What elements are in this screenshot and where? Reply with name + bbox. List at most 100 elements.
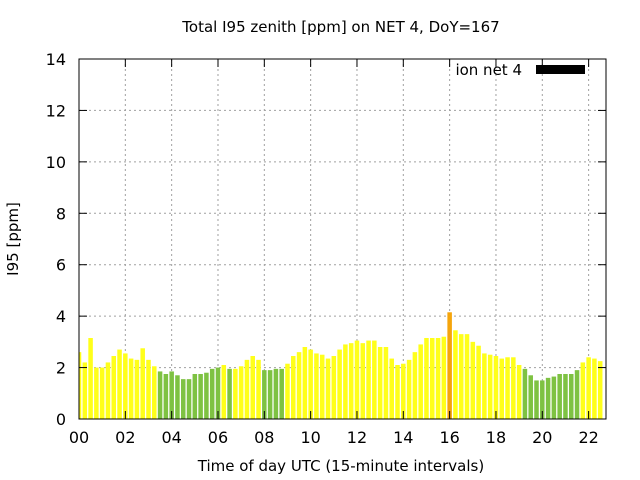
bar [88,338,93,419]
x-tick-label: 00 [69,428,89,447]
x-tick-label: 22 [578,428,598,447]
bar [146,359,151,419]
bar [412,352,418,419]
x-tick-label: 10 [300,428,320,447]
bar [99,367,105,419]
bar [360,343,366,419]
bar [389,358,394,419]
bar [377,347,383,419]
bar [250,356,255,419]
bar [372,340,377,419]
bar [493,356,499,419]
bar [406,359,412,419]
bar [574,370,580,419]
x-tick-label: 16 [439,428,459,447]
bar [453,330,458,419]
bar [262,370,267,419]
bar [186,379,192,419]
bar [180,379,186,419]
bar [482,353,487,419]
bar [511,357,516,419]
grid-lines [79,59,606,419]
x-tick-label: 06 [208,428,228,447]
bar [418,344,423,419]
y-tick-label: 0 [56,410,66,429]
y-tick-label: 12 [46,101,66,120]
bar [302,347,308,419]
y-tick-label: 10 [46,153,66,172]
bar [435,338,441,419]
bar [430,338,435,419]
bar [82,362,88,419]
y-tick-label: 8 [56,204,66,223]
bar [279,368,284,419]
bar [586,357,591,419]
bar [568,374,574,419]
bar [325,358,331,419]
bar [233,368,238,419]
bar [192,374,198,419]
bar [267,370,273,419]
x-tick-label: 18 [486,428,506,447]
bar [105,362,111,419]
bar [291,356,296,419]
y-tick-label: 6 [56,256,66,275]
x-tick-label: 02 [115,428,135,447]
bar [273,368,279,419]
bar [487,354,493,419]
bar [348,343,354,419]
bar [337,349,342,419]
bar [94,367,99,419]
bar [209,368,215,419]
legend-swatch [536,65,585,74]
x-tick-labels: 00 02 04 06 08 10 12 14 16 18 20 22 [69,428,599,447]
bar [244,359,250,419]
bar [540,380,545,419]
x-tick-label: 14 [393,428,413,447]
bar [123,353,128,419]
bar [505,357,510,419]
bar [343,344,348,419]
bar [557,374,562,419]
bar [296,352,302,419]
bar [395,365,400,419]
bar [198,374,203,419]
bar [140,348,145,419]
legend: ion net 4 [455,61,585,79]
bar [221,365,227,419]
bar [516,365,522,419]
bar [117,349,122,419]
bar [464,334,470,419]
bar [470,341,476,419]
bar [79,352,82,419]
bar [331,356,337,419]
bar [319,354,325,419]
bar [314,353,319,419]
bar [163,374,169,419]
x-tick-label: 08 [254,428,274,447]
y-tick-label: 14 [46,50,66,69]
y-tick-labels: 0 2 4 6 8 10 12 14 [46,50,66,429]
bar [238,366,244,419]
bar [152,366,157,419]
bar [134,359,140,419]
bar [227,368,232,419]
plot-frame [78,58,607,420]
y-tick-label: 2 [56,359,66,378]
axis-ticks [78,58,606,420]
bars [79,312,603,419]
bar [458,334,464,419]
bar [447,312,452,419]
bar [551,376,557,419]
bar [545,377,551,419]
y-axis-title: I95 [ppm] [4,202,22,276]
bar [441,336,447,419]
bar [366,340,371,419]
bar [580,362,586,419]
bar [169,371,174,419]
x-tick-label: 20 [532,428,552,447]
bar [563,374,568,419]
bar [522,368,528,419]
bar [597,361,603,419]
